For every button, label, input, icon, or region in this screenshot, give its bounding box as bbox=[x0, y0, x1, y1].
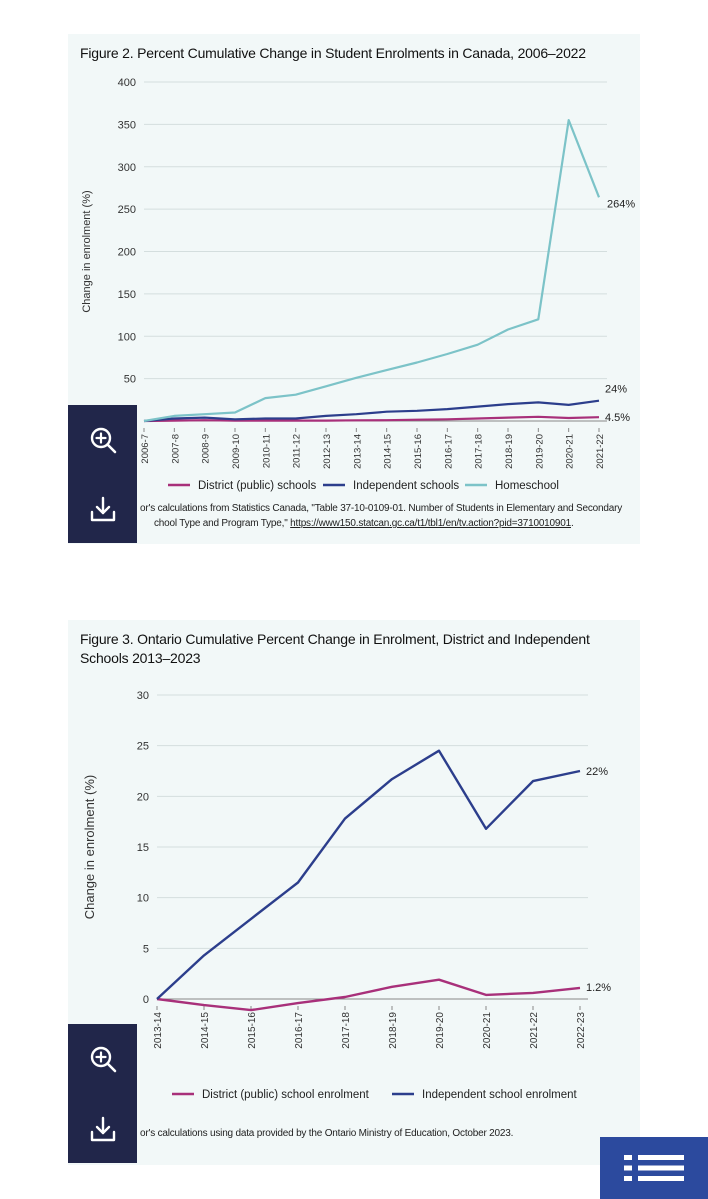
fig2-x-tick-label: 2016-17 bbox=[443, 434, 454, 469]
figure-3-title: Figure 3. Ontario Cumulative Percent Cha… bbox=[80, 631, 590, 666]
fig2-series-line-2 bbox=[143, 399, 600, 423]
figure-2-source-link[interactable]: https://www150.statcan.gc.ca/t1/tbl1/en/… bbox=[290, 518, 571, 529]
fig3-legend-label: District (public) school enrolment bbox=[202, 1089, 370, 1101]
download-icon bbox=[90, 496, 115, 521]
figure-3-toolbar bbox=[68, 1024, 137, 1163]
fig2-legend-label: Homeschool bbox=[495, 480, 559, 492]
fig2-x-tick-label: 2014-15 bbox=[383, 434, 394, 469]
fig2-x-tick-label: 2013-14 bbox=[352, 434, 363, 469]
fig2-x-tick-label: 2018-19 bbox=[504, 434, 515, 469]
fig2-end-label: 264% bbox=[607, 198, 635, 210]
figure-2-title: Figure 2. Percent Cumulative Change in S… bbox=[80, 45, 586, 61]
fig3-x-tick-label: 2020-21 bbox=[482, 1012, 493, 1049]
menu-button[interactable] bbox=[600, 1137, 708, 1199]
fig3-y-tick-label: 10 bbox=[137, 893, 149, 905]
fig2-end-label: 4.5% bbox=[605, 412, 630, 424]
figure-2-chart: 50 100 150 200 250 300 350 400 Change in enrolme… bbox=[81, 77, 635, 492]
fig3-x-tick-label: 2014-15 bbox=[200, 1012, 211, 1049]
figure-3-source-note: or's calculations using data provided by… bbox=[140, 1126, 630, 1141]
fig2-y-tick-label: 350 bbox=[118, 119, 136, 131]
fig2-x-tick-label: 2006-7 bbox=[140, 434, 151, 464]
fig2-y-tick-label: 100 bbox=[118, 331, 136, 343]
fig3-y-tick-label: 5 bbox=[143, 943, 149, 955]
figure-3-panel: Figure 3. Ontario Cumulative Percent Cha… bbox=[68, 620, 640, 1165]
fig2-series-line-1 bbox=[143, 415, 600, 423]
figure-3-zoom-button[interactable] bbox=[68, 1024, 137, 1093]
figure-2-source-end: . bbox=[571, 518, 574, 529]
fig2-y-tick-label: 400 bbox=[118, 77, 136, 89]
figure-2-zoom-button[interactable] bbox=[68, 405, 137, 474]
fig3-x-tick-label: 2017-18 bbox=[341, 1012, 352, 1049]
fig3-x-tick-label: 2022-23 bbox=[576, 1012, 587, 1049]
zoom-in-icon bbox=[90, 427, 116, 453]
fig3-y-axis-label: Change in enrolment (%) bbox=[82, 775, 97, 920]
fig2-end-label: 24% bbox=[605, 384, 627, 396]
fig3-x-tick-label: 2018-19 bbox=[388, 1012, 399, 1049]
fig3-x-tick-label: 2019-20 bbox=[435, 1012, 446, 1049]
fig2-y-axis-label: Change in enrolment (%) bbox=[81, 190, 93, 312]
fig2-y-tick-label: 250 bbox=[118, 204, 136, 216]
fig2-legend-label: Independent schools bbox=[353, 480, 459, 492]
figure-3-source-text: or's calculations using data provided by… bbox=[140, 1128, 514, 1139]
figure-2-source-text: or's calculations from Statistics Canada… bbox=[140, 503, 623, 514]
fig3-x-tick-label: 2015-16 bbox=[247, 1012, 258, 1049]
fig3-x-tick-label: 2013-14 bbox=[153, 1012, 164, 1049]
fig3-y-tick-label: 15 bbox=[137, 842, 149, 854]
zoom-in-icon bbox=[90, 1046, 116, 1072]
fig3-y-tick-label: 30 bbox=[137, 690, 149, 702]
fig2-x-tick-label: 2012-13 bbox=[322, 434, 333, 469]
fig2-x-tick-label: 2020-21 bbox=[565, 434, 576, 469]
fig2-x-tick-label: 2008-9 bbox=[201, 434, 212, 464]
fig3-y-tick-label: 0 bbox=[143, 994, 149, 1006]
figure-2-toolbar bbox=[68, 405, 137, 543]
fig2-x-tick-label: 2007-8 bbox=[170, 434, 181, 464]
fig2-y-tick-label: 50 bbox=[124, 374, 136, 386]
fig2-y-tick-label: 200 bbox=[118, 247, 136, 259]
fig3-end-label: 1.2% bbox=[586, 982, 611, 994]
fig3-series-line-1 bbox=[156, 978, 581, 1012]
fig2-x-tick-label: 2021-22 bbox=[595, 434, 606, 469]
fig2-x-tick-label: 2017-18 bbox=[474, 434, 485, 469]
list-menu-icon bbox=[624, 1155, 684, 1181]
fig2-x-tick-label: 2015-16 bbox=[413, 434, 424, 469]
fig2-y-tick-label: 150 bbox=[118, 289, 136, 301]
download-icon bbox=[90, 1116, 115, 1141]
fig2-x-tick-label: 2019-20 bbox=[534, 434, 545, 469]
figure-2-source-text-2: chool Type and Program Type," bbox=[154, 518, 288, 529]
fig2-series-line-3 bbox=[143, 118, 601, 423]
fig3-y-tick-label: 25 bbox=[137, 741, 149, 753]
figure-3-chart: 0 5 10 15 20 25 30 Change in enrolment (%) 2013-… bbox=[82, 690, 611, 1101]
figure-2-source-note: or's calculations from Statistics Canada… bbox=[140, 501, 630, 531]
fig2-legend-label: District (public) schools bbox=[198, 480, 316, 492]
figure-3-download-button[interactable] bbox=[68, 1094, 137, 1163]
fig2-x-tick-label: 2009-10 bbox=[231, 434, 242, 469]
fig2-x-tick-label: 2011-12 bbox=[292, 434, 303, 468]
figure-2-panel: Figure 2. Percent Cumulative Change in S… bbox=[68, 34, 640, 544]
fig3-series-line-2 bbox=[156, 749, 581, 1000]
fig3-legend-label: Independent school enrolment bbox=[422, 1089, 578, 1101]
fig2-y-tick-label: 300 bbox=[118, 162, 136, 174]
figure-2-download-button[interactable] bbox=[68, 474, 137, 543]
fig3-x-tick-label: 2016-17 bbox=[294, 1012, 305, 1049]
fig3-y-tick-label: 20 bbox=[137, 791, 149, 803]
fig3-end-label: 22% bbox=[586, 766, 608, 778]
fig3-x-tick-label: 2021-22 bbox=[529, 1012, 540, 1049]
fig2-x-tick-label: 2010-11 bbox=[261, 434, 272, 468]
